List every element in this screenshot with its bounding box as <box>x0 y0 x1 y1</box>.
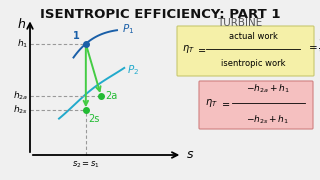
Text: $s_2 = s_1$: $s_2 = s_1$ <box>72 160 100 170</box>
FancyBboxPatch shape <box>199 81 313 129</box>
Text: 1: 1 <box>73 31 80 41</box>
Text: $\eta_T$: $\eta_T$ <box>205 97 218 109</box>
Text: $\eta_T$: $\eta_T$ <box>182 43 195 55</box>
Text: 2a: 2a <box>105 91 117 101</box>
Text: $-h_{2a}+h_1$: $-h_{2a}+h_1$ <box>246 82 290 95</box>
Text: $h_1$: $h_1$ <box>17 38 28 50</box>
Text: $h_{2s}$: $h_{2s}$ <box>13 104 28 116</box>
Text: $P_2$: $P_2$ <box>127 64 139 77</box>
Text: 2s: 2s <box>88 114 99 124</box>
Text: actual work: actual work <box>228 32 277 41</box>
Text: $=\dfrac{w_a}{w_s}$: $=\dfrac{w_a}{w_s}$ <box>306 38 320 60</box>
Text: $-h_{2s}+h_1$: $-h_{2s}+h_1$ <box>246 113 290 125</box>
Text: $=$: $=$ <box>220 98 231 108</box>
Text: $h_{2a}$: $h_{2a}$ <box>13 90 28 102</box>
Text: h: h <box>18 19 26 32</box>
Text: $P_1$: $P_1$ <box>122 23 134 36</box>
Text: TURBINE: TURBINE <box>217 18 263 28</box>
FancyBboxPatch shape <box>177 26 314 76</box>
Text: s: s <box>187 148 193 161</box>
Text: ISENTROPIC EFFICIENCY: PART 1: ISENTROPIC EFFICIENCY: PART 1 <box>40 8 280 21</box>
Text: isentropic work: isentropic work <box>221 59 285 68</box>
Text: $=$: $=$ <box>196 44 207 54</box>
